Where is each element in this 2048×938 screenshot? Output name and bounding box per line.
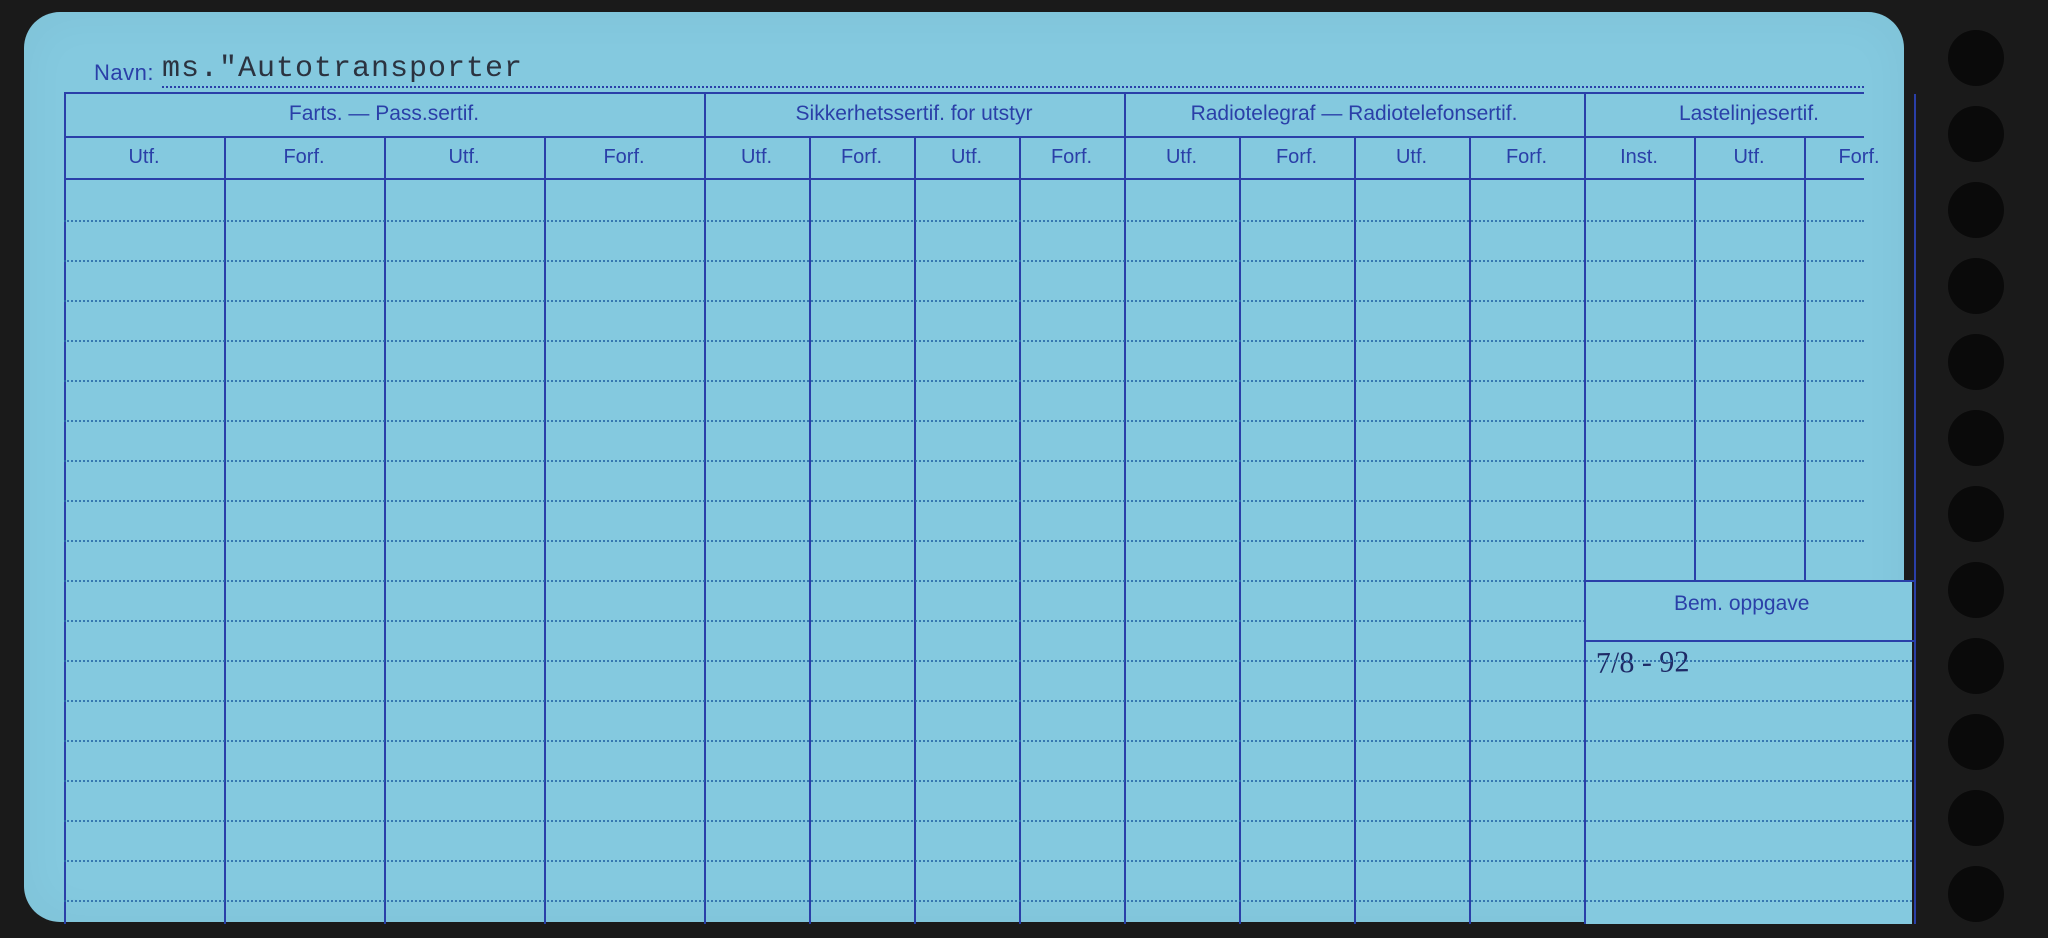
table-row xyxy=(64,500,1864,502)
name-row: Navn: ms."Autotransporter xyxy=(64,32,1864,94)
punch-hole xyxy=(1948,258,2004,314)
group-header: Lastelinjesertif. xyxy=(1584,102,1914,126)
index-card: Navn: ms."Autotransporter Farts. — Pass.… xyxy=(24,12,1904,922)
header-sub-divider xyxy=(64,178,1864,180)
punch-hole xyxy=(1948,334,2004,390)
column-divider xyxy=(384,136,386,924)
table-row xyxy=(1586,700,1912,702)
column-header: Forf. xyxy=(1019,146,1124,169)
column-divider xyxy=(914,136,916,924)
column-header: Utf. xyxy=(1354,146,1469,169)
group-header: Farts. — Pass.sertif. xyxy=(64,102,704,126)
punch-hole xyxy=(1948,182,2004,238)
column-divider xyxy=(64,94,66,924)
punch-hole xyxy=(1948,562,2004,618)
group-header: Sikkerhetssertif. for utstyr xyxy=(704,102,1124,126)
table-row xyxy=(1586,740,1912,742)
name-underline xyxy=(162,86,1864,88)
punch-hole xyxy=(1948,410,2004,466)
table-row xyxy=(64,420,1864,422)
column-divider xyxy=(1019,136,1021,924)
punch-hole xyxy=(1948,790,2004,846)
table-row xyxy=(1586,660,1912,662)
table-row xyxy=(64,300,1864,302)
punch-hole xyxy=(1948,30,2004,86)
bem-mask xyxy=(1586,582,1912,924)
column-divider xyxy=(809,136,811,924)
column-header: Utf. xyxy=(1694,146,1804,169)
table-row xyxy=(64,540,1864,542)
column-divider xyxy=(704,94,706,924)
column-divider xyxy=(224,136,226,924)
table-row xyxy=(1586,820,1912,822)
table-row xyxy=(64,460,1864,462)
name-value: ms."Autotransporter xyxy=(162,52,523,86)
table-row xyxy=(1586,900,1912,902)
bem-oppgave-label: Bem. oppgave xyxy=(1674,592,1809,616)
punch-hole xyxy=(1948,638,2004,694)
column-header: Forf. xyxy=(809,146,914,169)
bem-bottom-rule xyxy=(1584,640,1914,642)
certificate-table: Farts. — Pass.sertif.Utf.Forf.Utf.Forf.S… xyxy=(64,94,1864,924)
punch-hole xyxy=(1948,714,2004,770)
column-divider xyxy=(1124,94,1126,924)
column-divider xyxy=(1354,136,1356,924)
name-label: Navn: xyxy=(94,60,154,86)
column-header: Forf. xyxy=(1239,146,1354,169)
table-row xyxy=(1586,860,1912,862)
column-header: Forf. xyxy=(1469,146,1584,169)
bem-top-rule xyxy=(1584,580,1914,582)
header-group-divider xyxy=(64,136,1864,138)
table-row xyxy=(64,260,1864,262)
column-header: Forf. xyxy=(544,146,704,169)
table-row xyxy=(64,380,1864,382)
column-header: Forf. xyxy=(1804,146,1914,169)
column-divider xyxy=(1239,136,1241,924)
column-header: Inst. xyxy=(1584,146,1694,169)
column-header: Utf. xyxy=(64,146,224,169)
column-header: Utf. xyxy=(1124,146,1239,169)
column-header: Utf. xyxy=(704,146,809,169)
group-header: Radiotelegraf — Radiotelefonsertif. xyxy=(1124,102,1584,126)
column-header: Forf. xyxy=(224,146,384,169)
punch-hole xyxy=(1948,486,2004,542)
bem-oppgave-value: 7/8 - 92 xyxy=(1596,645,1690,681)
table-row xyxy=(64,220,1864,222)
column-divider xyxy=(1584,94,1586,924)
column-divider xyxy=(1914,94,1916,924)
punch-hole xyxy=(1948,866,2004,922)
column-header: Utf. xyxy=(914,146,1019,169)
punch-hole xyxy=(1948,106,2004,162)
column-divider xyxy=(1469,136,1471,924)
column-header: Utf. xyxy=(384,146,544,169)
table-row xyxy=(64,340,1864,342)
table-row xyxy=(1586,780,1912,782)
card-content: Navn: ms."Autotransporter Farts. — Pass.… xyxy=(64,32,1864,898)
column-divider xyxy=(544,136,546,924)
